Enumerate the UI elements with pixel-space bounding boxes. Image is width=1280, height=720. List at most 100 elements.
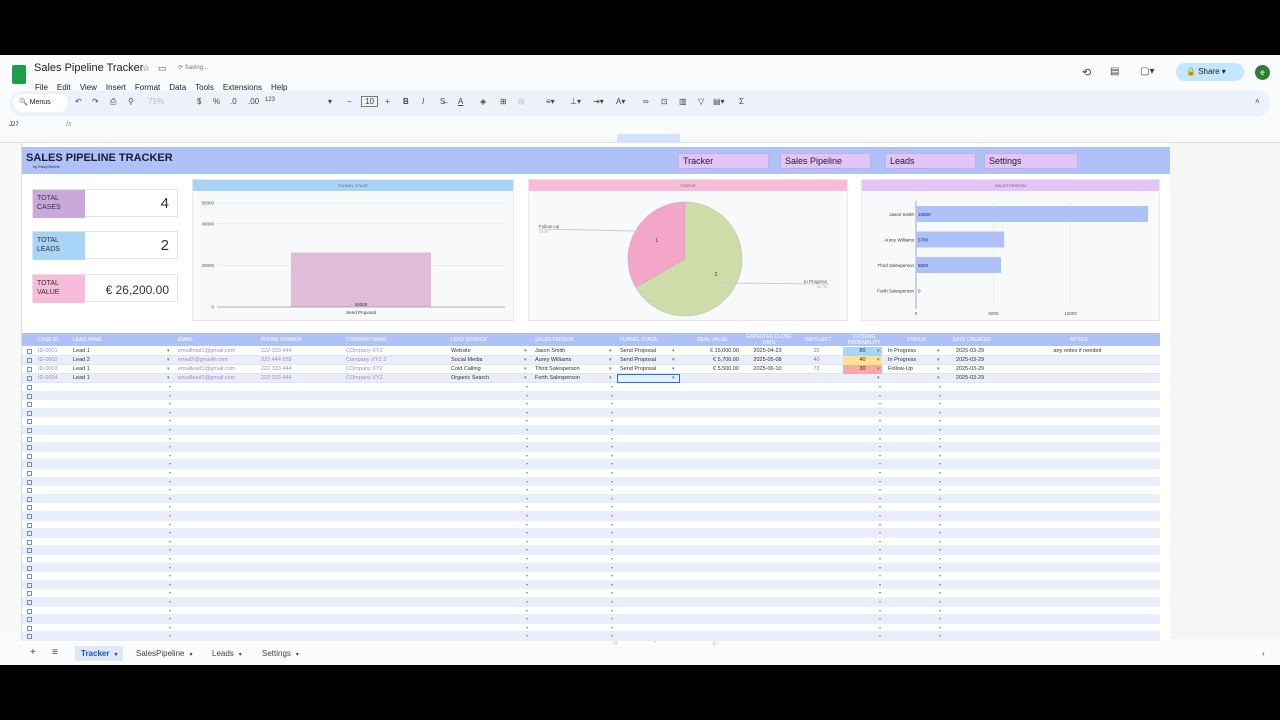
dropdown-chevron-icon[interactable]: ▾ (672, 375, 675, 381)
dropdown-chevron-icon[interactable]: ▾ (611, 590, 614, 596)
row-checkbox[interactable] (27, 419, 32, 425)
row-checkbox[interactable] (27, 548, 32, 554)
row-checkbox[interactable] (27, 634, 32, 640)
nav-button-tracker[interactable]: Tracker (678, 153, 769, 169)
dropdown-chevron-icon[interactable]: ▾ (879, 633, 882, 639)
dropdown-chevron-icon[interactable]: ▾ (879, 521, 882, 527)
cell-days-left[interactable] (796, 374, 837, 383)
dropdown-chevron-icon[interactable]: ▾ (611, 538, 614, 544)
dropdown-chevron-icon[interactable]: ▾ (939, 461, 942, 467)
status-chart[interactable]: STATUS 1 2 Follow-Up 33.3% In Progress 66.7% (528, 179, 848, 321)
meet-icon[interactable]: ▢▾ (1140, 66, 1155, 77)
dropdown-chevron-icon[interactable]: ▾ (939, 607, 942, 613)
cell-case-id[interactable]: ID-0001 (38, 348, 58, 354)
chart-icon[interactable]: ▥ (679, 97, 687, 106)
dropdown-chevron-icon[interactable]: ▾ (879, 487, 882, 493)
document-title[interactable]: Sales Pipeline Tracker (34, 62, 144, 74)
row-checkbox[interactable] (27, 488, 32, 494)
dropdown-chevron-icon[interactable]: ▾ (879, 513, 882, 518)
dropdown-chevron-icon[interactable]: ▾ (611, 487, 614, 493)
tab-tracker[interactable]: Tracker ▾ (75, 646, 124, 661)
column-header[interactable]: PHONE NUMBER (258, 333, 343, 346)
row-checkbox[interactable] (27, 522, 32, 528)
nav-button-settings[interactable]: Settings (984, 153, 1078, 169)
dropdown-chevron-icon[interactable]: ▾ (939, 581, 942, 587)
dropdown-chevron-icon[interactable]: ▾ (169, 435, 172, 441)
cell-phone-number[interactable]: 222 333 444 (261, 348, 292, 354)
cell-date-created[interactable]: 2025-03-29 (955, 375, 985, 381)
column-header[interactable]: STATUS (885, 333, 945, 346)
cell-deal-value[interactable]: € 5,500.00 (713, 366, 739, 372)
filter-views-icon[interactable]: ▤▾ (713, 97, 725, 106)
tab-salespipeline[interactable]: SalesPipeline ▾ (130, 646, 199, 661)
row-checkbox[interactable] (27, 358, 32, 363)
currency-button[interactable]: $ (197, 97, 202, 106)
dropdown-chevron-icon[interactable]: ▾ (879, 581, 882, 587)
column-header[interactable]: DAYS LEFT (793, 333, 840, 346)
dropdown-chevron-icon[interactable]: ▾ (877, 348, 880, 354)
tab-leads[interactable]: Leads ▾ (206, 646, 248, 661)
dropdown-chevron-icon[interactable]: ▾ (939, 599, 942, 604)
dropdown-chevron-icon[interactable]: ▾ (611, 478, 614, 484)
dropdown-chevron-icon[interactable]: ▾ (939, 616, 942, 622)
dropdown-chevron-icon[interactable]: ▾ (879, 418, 882, 424)
borders-icon[interactable]: ⊞ (500, 97, 507, 106)
cell-lead-name[interactable]: Lead 1 (73, 375, 90, 381)
cell-deal-value[interactable]: € 15,000.00 (709, 348, 739, 354)
zoom-select[interactable]: 75% (148, 97, 165, 106)
dropdown-chevron-icon[interactable]: ▾ (879, 607, 882, 613)
dropdown-chevron-icon[interactable]: ▾ (526, 624, 529, 630)
dropdown-chevron-icon[interactable]: ▾ (939, 495, 942, 501)
dropdown-chevron-icon[interactable]: ▾ (611, 564, 614, 570)
dropdown-chevron-icon[interactable]: ▾ (169, 444, 172, 450)
font-select-chevron-icon[interactable]: ▾ (328, 97, 333, 106)
dropdown-chevron-icon[interactable]: ▾ (526, 538, 529, 544)
align-icon[interactable]: ≡▾ (546, 97, 555, 106)
row-checkbox[interactable] (27, 591, 32, 597)
dropdown-chevron-icon[interactable]: ▾ (939, 573, 942, 579)
dropdown-chevron-icon[interactable]: ▾ (611, 513, 614, 518)
row-checkbox[interactable] (27, 367, 32, 372)
decrease-decimal-button[interactable]: .0 (230, 97, 237, 106)
cell-deal-value[interactable]: € 5,700.00 (713, 357, 739, 363)
cell-sales-person[interactable]: Aurey Williams (535, 357, 572, 363)
merge-icon[interactable]: ⊟ (518, 97, 525, 106)
dropdown-chevron-icon[interactable]: ▾ (937, 375, 940, 381)
chevron-down-icon[interactable]: ▾ (189, 652, 193, 658)
cell-email[interactable]: emaillead1@gmail.com (178, 366, 236, 372)
row-checkbox[interactable] (27, 385, 32, 390)
cell-status[interactable]: In Progress (888, 348, 917, 354)
dropdown-chevron-icon[interactable]: ▾ (609, 348, 612, 354)
dropdown-chevron-icon[interactable]: ▾ (939, 435, 942, 441)
cell-expected-close-date[interactable]: 2025-04-23 (753, 348, 782, 354)
column-header[interactable]: COMPANY NAME (343, 333, 448, 346)
dropdown-chevron-icon[interactable]: ▾ (939, 633, 942, 639)
dropdown-chevron-icon[interactable]: ▾ (611, 461, 614, 467)
chevron-down-icon[interactable]: ▾ (114, 652, 118, 658)
search-menus-input[interactable]: 🔍 Menus (13, 94, 68, 112)
dropdown-chevron-icon[interactable]: ▾ (611, 624, 614, 630)
cell-notes[interactable] (998, 356, 1157, 365)
fill-color-icon[interactable]: ◈ (480, 97, 487, 106)
dropdown-chevron-icon[interactable]: ▾ (939, 409, 942, 415)
cell-phone-number[interactable]: 222 333 444 (261, 375, 292, 381)
collapse-side-icon[interactable]: ‹ (1262, 649, 1265, 658)
cell-email[interactable]: email2@gmaikl.com (178, 357, 228, 363)
dropdown-chevron-icon[interactable]: ▾ (526, 616, 529, 622)
dropdown-chevron-icon[interactable]: ▾ (169, 427, 172, 432)
cell-case-id[interactable]: ID-0003 (38, 366, 58, 372)
dropdown-chevron-icon[interactable]: ▾ (526, 461, 529, 467)
column-header[interactable]: FUNNEL STAGE (617, 333, 680, 346)
row-checkbox[interactable] (27, 479, 32, 485)
dropdown-chevron-icon[interactable]: ▾ (879, 470, 882, 475)
cell-status[interactable]: Follow-Up (888, 366, 913, 372)
sales-person-chart[interactable]: SALES PERSON 0 5000 10000 Jason Smith 15000 Au… (861, 179, 1160, 321)
cell-sales-person[interactable]: Third Salesperson (535, 366, 580, 372)
cell-sales-person[interactable]: Forth Salesperson (535, 375, 580, 381)
column-header[interactable]: DEAL VALUE (680, 333, 742, 346)
dropdown-chevron-icon[interactable]: ▾ (167, 366, 170, 372)
dropdown-chevron-icon[interactable]: ▾ (526, 418, 529, 424)
dropdown-chevron-icon[interactable]: ▾ (526, 564, 529, 570)
cell-lead-source[interactable]: Social Media (451, 357, 483, 363)
all-sheets-icon[interactable]: ≡ (52, 647, 58, 658)
